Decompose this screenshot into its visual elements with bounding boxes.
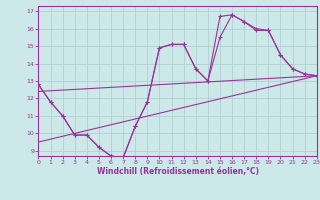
X-axis label: Windchill (Refroidissement éolien,°C): Windchill (Refroidissement éolien,°C) <box>97 167 259 176</box>
